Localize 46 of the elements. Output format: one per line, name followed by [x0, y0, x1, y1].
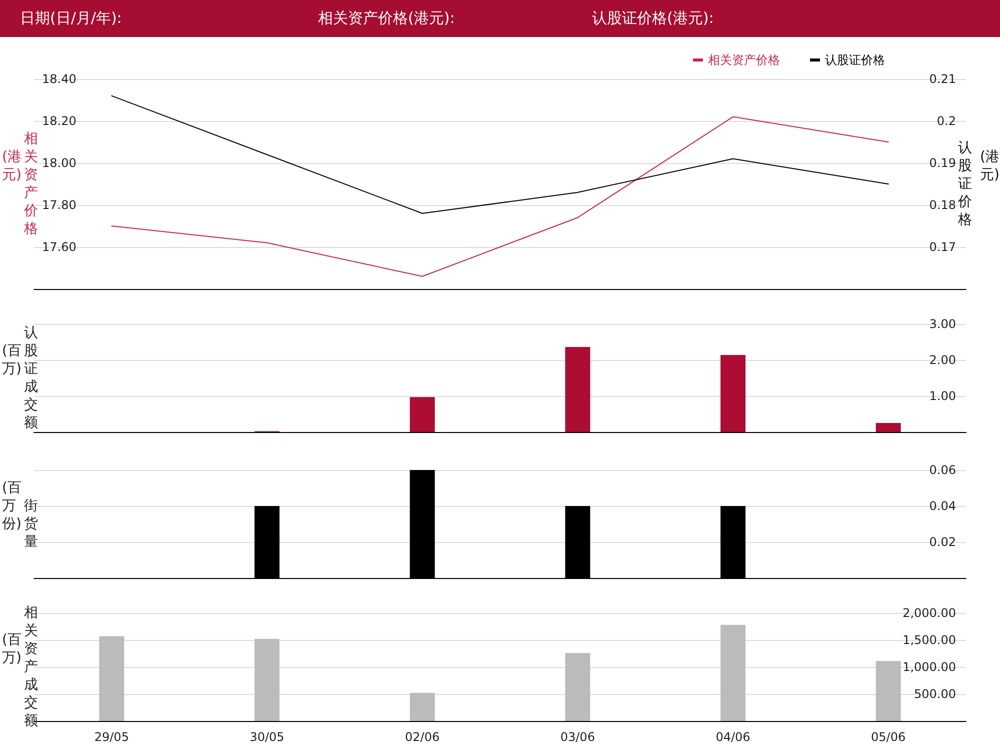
y2-tick-label: 0.18 [929, 198, 956, 212]
y-tick-label: 0.06 [929, 463, 956, 477]
y-tick-label: 1.00 [929, 389, 956, 403]
text: 日期(日/月/年): [20, 9, 122, 28]
text: 相关资产价格(港元) [2, 131, 38, 237]
y2-tick-label: 0.17 [929, 240, 956, 254]
x-tick-label: 02/06 [405, 730, 440, 744]
legend-label: 认股证价格 [825, 53, 885, 67]
bar [410, 397, 435, 432]
bar [565, 652, 590, 721]
bar [720, 354, 746, 432]
text: 认股证价格(港元): [592, 9, 714, 28]
text: 认股证成交额(百万) [2, 325, 38, 431]
bar [410, 692, 435, 721]
bar [876, 423, 901, 432]
y2-tick-label: 0.19 [929, 156, 956, 170]
text: 街货量(百万份) [2, 480, 38, 550]
x-tick-label: 30/05 [250, 730, 284, 744]
legend-label: 相关资产价格 [708, 53, 780, 67]
y2-tick-label: 0.2 [936, 114, 956, 128]
bar [565, 347, 590, 432]
bar [720, 624, 746, 721]
text: 相关资产价格(港元): [318, 9, 455, 28]
y-tick-label: 500.00 [914, 687, 956, 701]
line-series [111, 116, 889, 277]
y-tick-label: 18.40 [42, 72, 76, 86]
y-tick-label: 0.04 [929, 499, 956, 513]
y-tick-label: 17.60 [42, 240, 76, 254]
bar [876, 661, 901, 721]
line-series [111, 95, 889, 214]
y2-tick-label: 0.21 [929, 72, 956, 86]
y-tick-label: 0.02 [929, 535, 956, 549]
y-tick-label: 1,500.00 [902, 633, 956, 647]
x-tick-label: 03/06 [560, 730, 595, 744]
y-tick-label: 18.00 [42, 156, 76, 170]
y-tick-label: 18.20 [42, 114, 76, 128]
bar [254, 638, 280, 721]
x-tick-label: 29/05 [94, 730, 129, 744]
x-tick-label: 04/06 [716, 730, 750, 744]
y-tick-label: 2.00 [929, 353, 956, 367]
x-tick-label: 05/06 [871, 730, 906, 744]
y-tick-label: 3.00 [929, 317, 956, 331]
y-tick-label: 17.80 [42, 198, 76, 212]
y-tick-label: 2,000.00 [902, 606, 956, 620]
y-tick-label: 1,000.00 [902, 660, 956, 674]
bar [99, 636, 124, 721]
